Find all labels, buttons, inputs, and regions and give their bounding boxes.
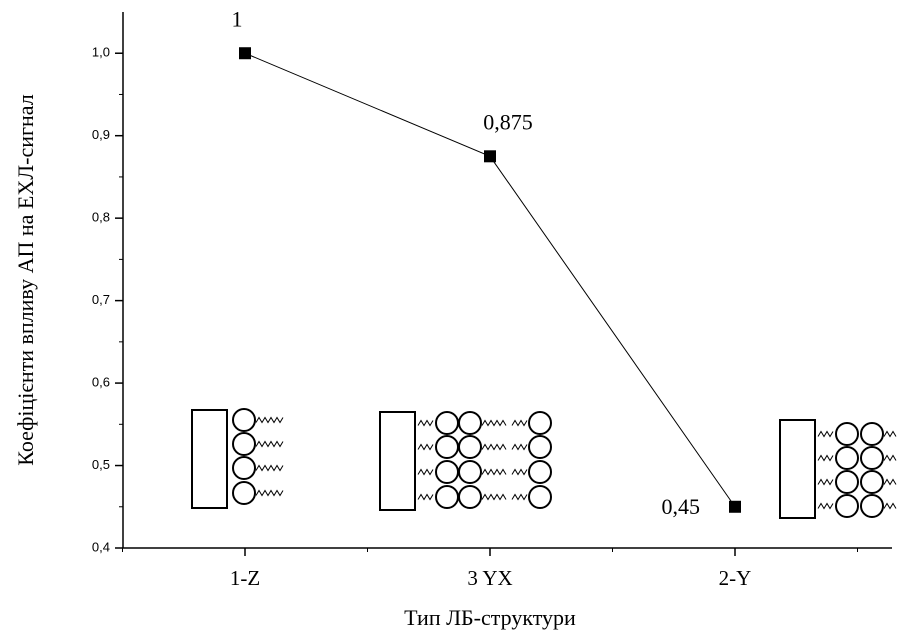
tail xyxy=(818,432,833,437)
head xyxy=(861,423,883,445)
tail xyxy=(418,470,433,475)
head xyxy=(436,461,458,483)
marker xyxy=(484,150,496,162)
tail xyxy=(884,456,896,461)
head xyxy=(459,461,481,483)
tail xyxy=(512,445,527,450)
head xyxy=(233,482,255,504)
head xyxy=(836,423,858,445)
y-tick-label: 0,6 xyxy=(92,375,110,390)
tail xyxy=(884,432,896,437)
head xyxy=(836,471,858,493)
substrate xyxy=(192,410,227,508)
head xyxy=(836,495,858,517)
head xyxy=(861,495,883,517)
tail xyxy=(482,470,506,475)
head xyxy=(529,461,551,483)
x-tick-label: 3 YX xyxy=(467,566,512,590)
y-tick-label: 0,5 xyxy=(92,457,110,472)
y-tick-label: 0,9 xyxy=(92,127,110,142)
tail xyxy=(482,421,506,426)
tail xyxy=(818,504,833,509)
x-tick-label: 1-Z xyxy=(230,566,260,590)
head xyxy=(233,457,255,479)
substrate xyxy=(380,412,415,510)
chart: Коефіцієнти впливу АП на ЕХЛ-сигнал Тип … xyxy=(0,0,897,635)
x-tick-label: 2-Y xyxy=(719,566,752,590)
y-axis-title: Коефіцієнти впливу АП на ЕХЛ-сигнал xyxy=(13,94,38,465)
head xyxy=(233,409,255,431)
tail xyxy=(256,466,283,471)
value-label: 0,45 xyxy=(662,494,701,519)
head xyxy=(529,412,551,434)
tail xyxy=(818,480,833,485)
y-tick-label: 1,0 xyxy=(92,45,110,60)
tail xyxy=(512,470,527,475)
tail xyxy=(418,421,433,426)
tail xyxy=(884,504,896,509)
tail xyxy=(482,495,506,500)
y-tick-label: 0,4 xyxy=(92,539,110,554)
tail xyxy=(256,491,283,496)
y-tick-label: 0,8 xyxy=(92,210,110,225)
head xyxy=(459,486,481,508)
tail xyxy=(418,445,433,450)
head xyxy=(861,447,883,469)
tail xyxy=(482,445,506,450)
head xyxy=(459,412,481,434)
tail xyxy=(418,495,433,500)
x-axis-title: Тип ЛБ-структури xyxy=(404,605,576,630)
head xyxy=(233,433,255,455)
tail xyxy=(884,480,896,485)
head xyxy=(836,447,858,469)
head xyxy=(436,412,458,434)
marker xyxy=(729,501,741,513)
head xyxy=(436,486,458,508)
molecule-diagrams xyxy=(192,409,896,518)
y-tick-label: 0,7 xyxy=(92,292,110,307)
substrate xyxy=(780,420,815,518)
value-label: 0,875 xyxy=(483,109,533,134)
head xyxy=(529,436,551,458)
tail xyxy=(256,442,283,447)
head xyxy=(861,471,883,493)
tail xyxy=(512,421,527,426)
head xyxy=(459,436,481,458)
head xyxy=(436,436,458,458)
tail xyxy=(512,495,527,500)
tail xyxy=(818,456,833,461)
head xyxy=(529,486,551,508)
marker xyxy=(239,47,251,59)
tail xyxy=(256,418,283,423)
value-label: 1 xyxy=(232,6,243,31)
